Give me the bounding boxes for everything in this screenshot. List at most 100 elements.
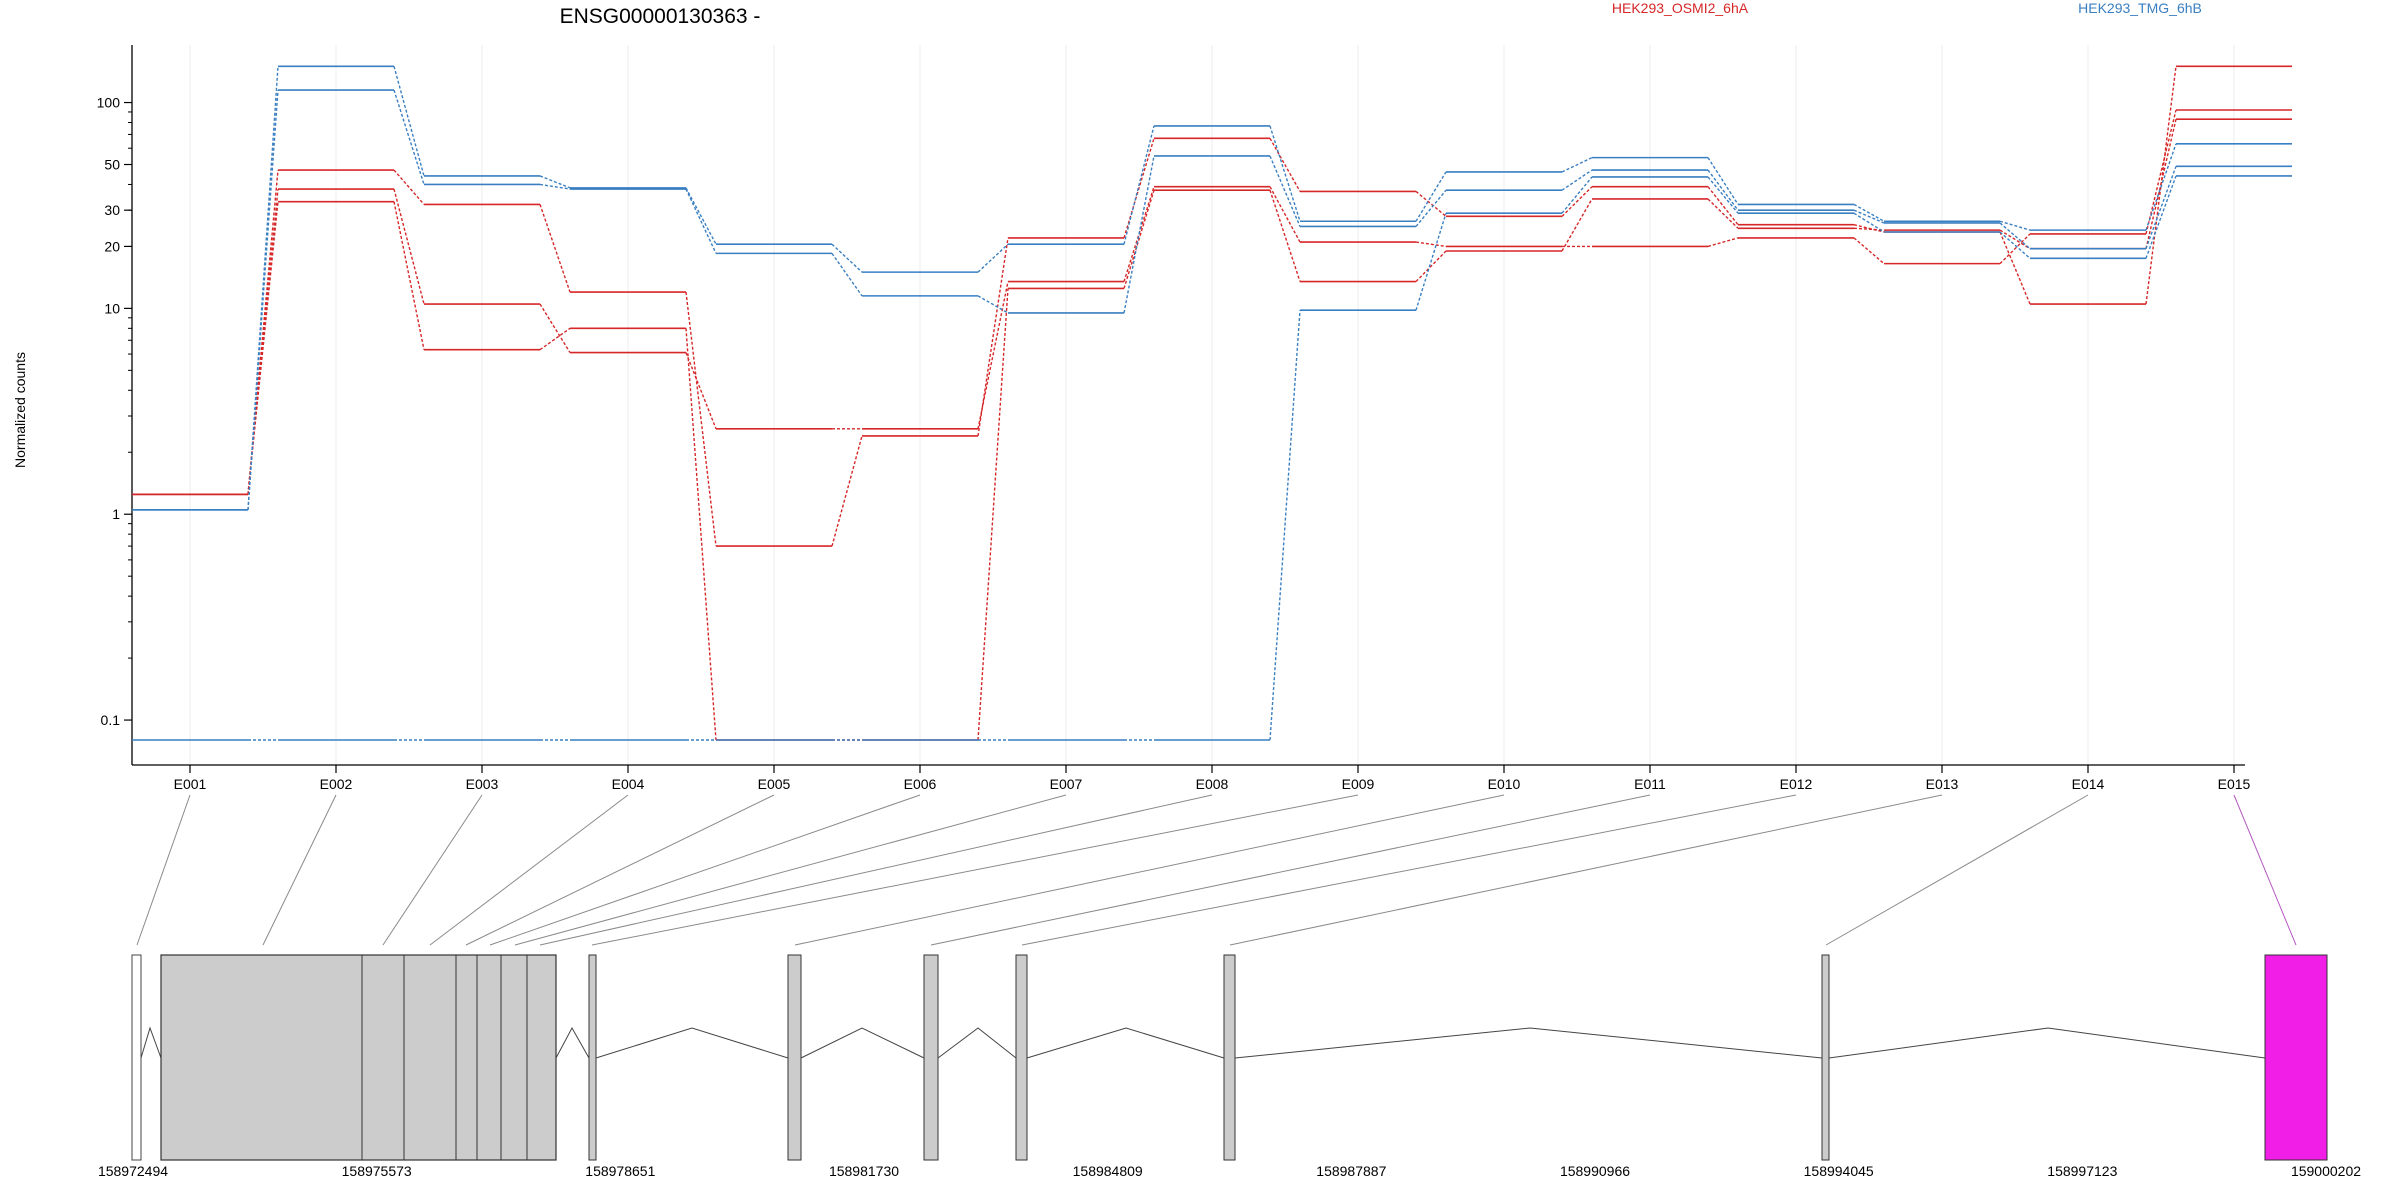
series-connector xyxy=(1561,169,1593,191)
x-tick-label: E014 xyxy=(2072,776,2105,792)
genomic-coordinates: 158972494 158975573 158978651 158981730 1589… xyxy=(98,1163,2361,1179)
series-connector xyxy=(1707,237,1739,248)
series-connector xyxy=(2145,119,2177,249)
exon-block xyxy=(588,954,597,1161)
series-connector xyxy=(1999,233,2031,265)
series-connector xyxy=(1853,227,1885,231)
series-connector xyxy=(1269,125,1301,222)
exon-connector xyxy=(514,794,1067,946)
intron-line xyxy=(800,1027,925,1059)
series-connector xyxy=(2145,143,2177,231)
gene-model xyxy=(131,954,2328,1161)
y-tick-label: 20 xyxy=(104,238,120,254)
series-connector xyxy=(247,201,279,495)
series-connector xyxy=(977,288,1009,741)
series-connector xyxy=(393,201,425,350)
series-connector xyxy=(685,188,717,254)
intron-line xyxy=(1828,1027,2266,1059)
exon-connectors xyxy=(136,794,2297,946)
coordinate-label: 158981730 xyxy=(829,1163,899,1179)
exon-connector xyxy=(539,794,1213,946)
exon-block xyxy=(1223,954,1236,1161)
series-connector xyxy=(247,90,279,510)
x-tick-label: E006 xyxy=(904,776,937,792)
series-connector xyxy=(393,188,425,305)
series-connector xyxy=(1123,190,1155,289)
x-tick-label: E015 xyxy=(2218,776,2251,792)
series-connector xyxy=(1707,169,1739,211)
exon-connector xyxy=(794,794,1505,946)
series-connector xyxy=(539,183,571,190)
series-connector xyxy=(1415,212,1447,311)
series-connector xyxy=(977,295,1009,314)
series-connector xyxy=(247,66,279,510)
series-connector xyxy=(685,352,717,430)
exon-connector xyxy=(1825,794,2089,946)
exon-block xyxy=(131,954,142,1161)
series-connector xyxy=(831,243,863,273)
x-tick-label: E004 xyxy=(612,776,645,792)
series-connector xyxy=(247,169,279,495)
exon-connector xyxy=(429,794,629,946)
series-connector xyxy=(1561,156,1593,173)
series-connector xyxy=(685,328,717,741)
series-connector xyxy=(1269,186,1301,243)
series-connector xyxy=(1707,186,1739,226)
intron-line xyxy=(1234,1027,1823,1059)
exon-connector xyxy=(465,794,775,946)
exon-connector xyxy=(591,794,1359,946)
coordinate-label: 158987887 xyxy=(1316,1163,1386,1179)
series-connector xyxy=(1269,310,1301,741)
y-axis: 0.1 1 10 20 30 50 100 xyxy=(97,45,133,765)
series-connector xyxy=(1999,231,2031,305)
series-connector xyxy=(539,327,571,351)
x-tick-label: E007 xyxy=(1050,776,1083,792)
series-connector xyxy=(1123,186,1155,282)
series-connector xyxy=(2145,166,2177,249)
series-connector xyxy=(539,175,571,189)
series-connector xyxy=(1123,155,1155,314)
series-connector xyxy=(1123,138,1155,239)
coordinate-label: 158990966 xyxy=(1560,1163,1630,1179)
exon-connector xyxy=(1021,794,1797,946)
exon-connector xyxy=(489,794,921,946)
y-tick-label: 30 xyxy=(104,202,120,218)
intron-line xyxy=(595,1027,789,1059)
series-line-3 xyxy=(132,118,2292,741)
intron-line xyxy=(937,1027,1017,1059)
series-connector xyxy=(1269,155,1301,227)
series-connector xyxy=(1561,198,1593,252)
y-tick-label: 10 xyxy=(104,300,120,316)
series-connector xyxy=(1999,222,2031,250)
x-tick-label: E001 xyxy=(174,776,207,792)
exon-block xyxy=(923,954,939,1161)
series-connector xyxy=(1999,231,2031,259)
series-connector xyxy=(393,66,425,177)
series-connector xyxy=(393,169,425,205)
series-connector xyxy=(977,243,1009,273)
x-tick-label: E005 xyxy=(758,776,791,792)
series-connector xyxy=(2145,109,2177,235)
series-connector xyxy=(1707,198,1739,229)
series-line-5 xyxy=(132,89,2292,511)
series-connector xyxy=(1415,241,1447,248)
coordinate-label: 158994045 xyxy=(1804,1163,1874,1179)
series-connector xyxy=(685,187,717,245)
series-connector xyxy=(1415,250,1447,283)
coordinate-label: 158997123 xyxy=(2047,1163,2117,1179)
series-connector xyxy=(831,435,863,547)
series-connector xyxy=(1415,171,1447,222)
series-connector xyxy=(393,89,425,185)
series-connector xyxy=(1269,137,1301,192)
series-connector xyxy=(1707,176,1739,214)
series-lines xyxy=(132,65,2292,741)
series-connector xyxy=(831,252,863,297)
series-connector xyxy=(977,237,1009,437)
series-connector xyxy=(539,204,571,293)
coordinate-label: 159000202 xyxy=(2291,1163,2361,1179)
exon-connector xyxy=(136,794,191,946)
intron-line xyxy=(140,1026,162,1059)
coordinate-label: 158978651 xyxy=(585,1163,655,1179)
exon-connector xyxy=(2233,794,2297,946)
